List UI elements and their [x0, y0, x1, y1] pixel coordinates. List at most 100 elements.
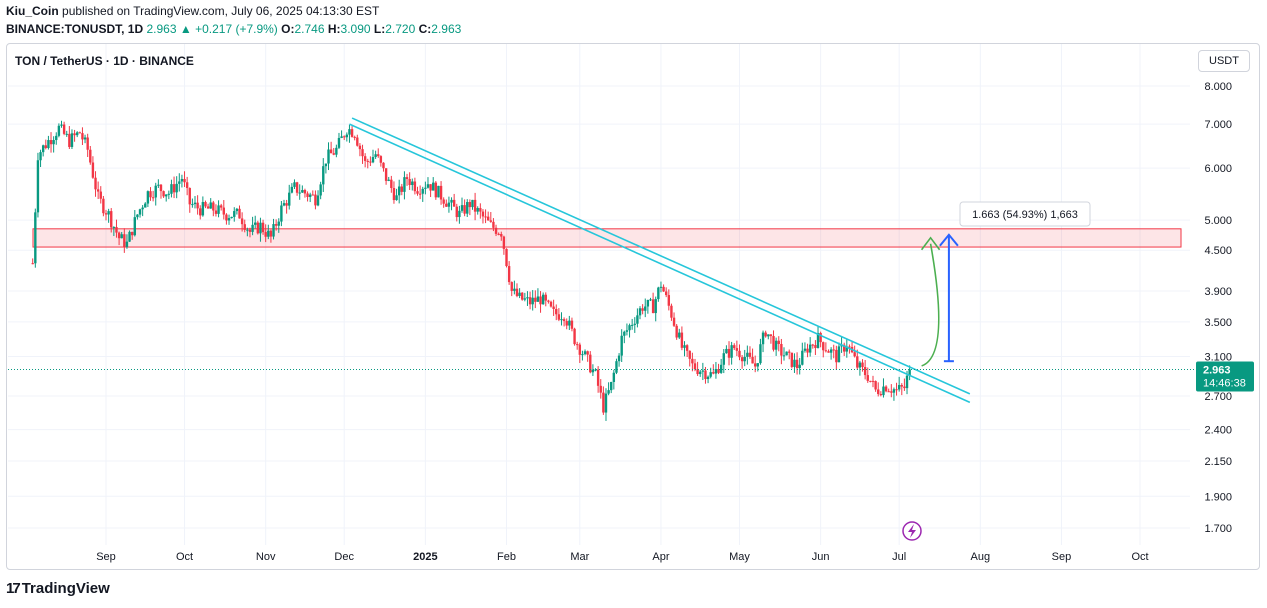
candle — [484, 209, 487, 224]
candle-body — [282, 203, 286, 206]
candle-body — [759, 344, 762, 364]
candle-body — [515, 288, 519, 296]
projection-curve — [921, 243, 940, 367]
candle — [837, 342, 841, 363]
candle — [172, 176, 176, 199]
measure-label-box — [959, 201, 1091, 227]
candle-body — [719, 364, 723, 373]
candle-body — [466, 202, 469, 214]
candle — [531, 290, 534, 311]
candle — [845, 339, 849, 358]
candle-body — [36, 160, 40, 213]
candle — [615, 358, 618, 375]
candle — [641, 304, 644, 315]
currency-button[interactable]: USDT — [1198, 50, 1250, 72]
candle-body — [748, 352, 752, 357]
candle — [458, 205, 461, 224]
candle-body — [615, 361, 618, 373]
candle-body — [858, 362, 862, 368]
x-tick-label: Mar — [570, 551, 589, 563]
candle-body — [233, 211, 236, 217]
candle — [246, 227, 249, 237]
candle — [340, 130, 343, 139]
candle — [903, 378, 906, 391]
candle — [416, 186, 419, 196]
candle — [452, 193, 456, 207]
candle — [733, 343, 736, 351]
y-tick-label: 2.700 — [1204, 391, 1232, 403]
candle — [290, 183, 294, 194]
candle — [701, 362, 705, 381]
candle — [133, 210, 136, 237]
candle-body — [214, 210, 218, 214]
candle-body — [424, 187, 427, 189]
candle — [790, 352, 794, 369]
candle-body — [596, 369, 600, 386]
candle — [869, 380, 872, 383]
candle-body — [756, 363, 760, 367]
candle — [743, 349, 746, 367]
candle — [892, 387, 896, 401]
candle — [526, 291, 529, 306]
candle — [507, 261, 511, 285]
author-name[interactable]: Kiu_Coin — [6, 4, 59, 18]
candle — [363, 153, 367, 168]
candle — [685, 344, 689, 357]
candle-body — [125, 241, 129, 247]
candle-body — [562, 319, 566, 322]
candle — [659, 281, 663, 293]
candle-body — [829, 349, 833, 353]
candle — [261, 219, 265, 235]
x-tick-label: Feb — [497, 551, 516, 563]
candle-body — [60, 124, 63, 126]
candle-body — [243, 224, 246, 230]
candle-body — [418, 193, 422, 195]
candle — [774, 337, 778, 356]
candle — [280, 201, 283, 227]
candle-body — [691, 358, 694, 364]
candle — [479, 203, 482, 219]
candle — [879, 391, 883, 397]
candle — [212, 200, 215, 217]
candle-body — [377, 154, 380, 157]
candle — [178, 173, 181, 192]
candle — [895, 382, 898, 396]
candle-body — [450, 199, 453, 203]
candle-body — [761, 332, 765, 345]
candle — [238, 205, 241, 219]
candle-body — [117, 232, 121, 239]
candle — [523, 292, 527, 302]
candle — [505, 248, 508, 268]
candle — [633, 317, 636, 333]
candle-body — [863, 367, 867, 376]
x-tick-label: Jul — [892, 551, 906, 563]
candle — [408, 172, 411, 190]
y-tick-label: 6.000 — [1204, 163, 1232, 175]
x-tick-label: Jun — [812, 551, 830, 563]
candle — [696, 361, 699, 376]
close-label: C: — [418, 22, 432, 36]
last-price-tag-price: 2.963 — [1203, 364, 1231, 376]
candle — [502, 235, 506, 255]
candle-body — [387, 179, 390, 181]
open-label: O: — [281, 22, 295, 36]
candle — [552, 299, 555, 316]
candle — [900, 383, 903, 396]
candle-body — [489, 220, 493, 222]
candle-body — [552, 306, 555, 309]
candle — [298, 184, 301, 200]
candle — [463, 199, 466, 217]
tradingview-logo[interactable]: 17 TradingView — [6, 580, 110, 597]
candle-body — [180, 178, 184, 182]
candle — [397, 179, 401, 204]
candle-body — [510, 282, 513, 291]
candle — [596, 366, 600, 393]
candle — [34, 208, 37, 268]
candle-body — [382, 162, 385, 169]
candle-body — [513, 288, 516, 291]
candle — [575, 341, 579, 350]
candle — [450, 197, 453, 211]
candle — [154, 182, 157, 206]
candle-body — [86, 137, 89, 150]
